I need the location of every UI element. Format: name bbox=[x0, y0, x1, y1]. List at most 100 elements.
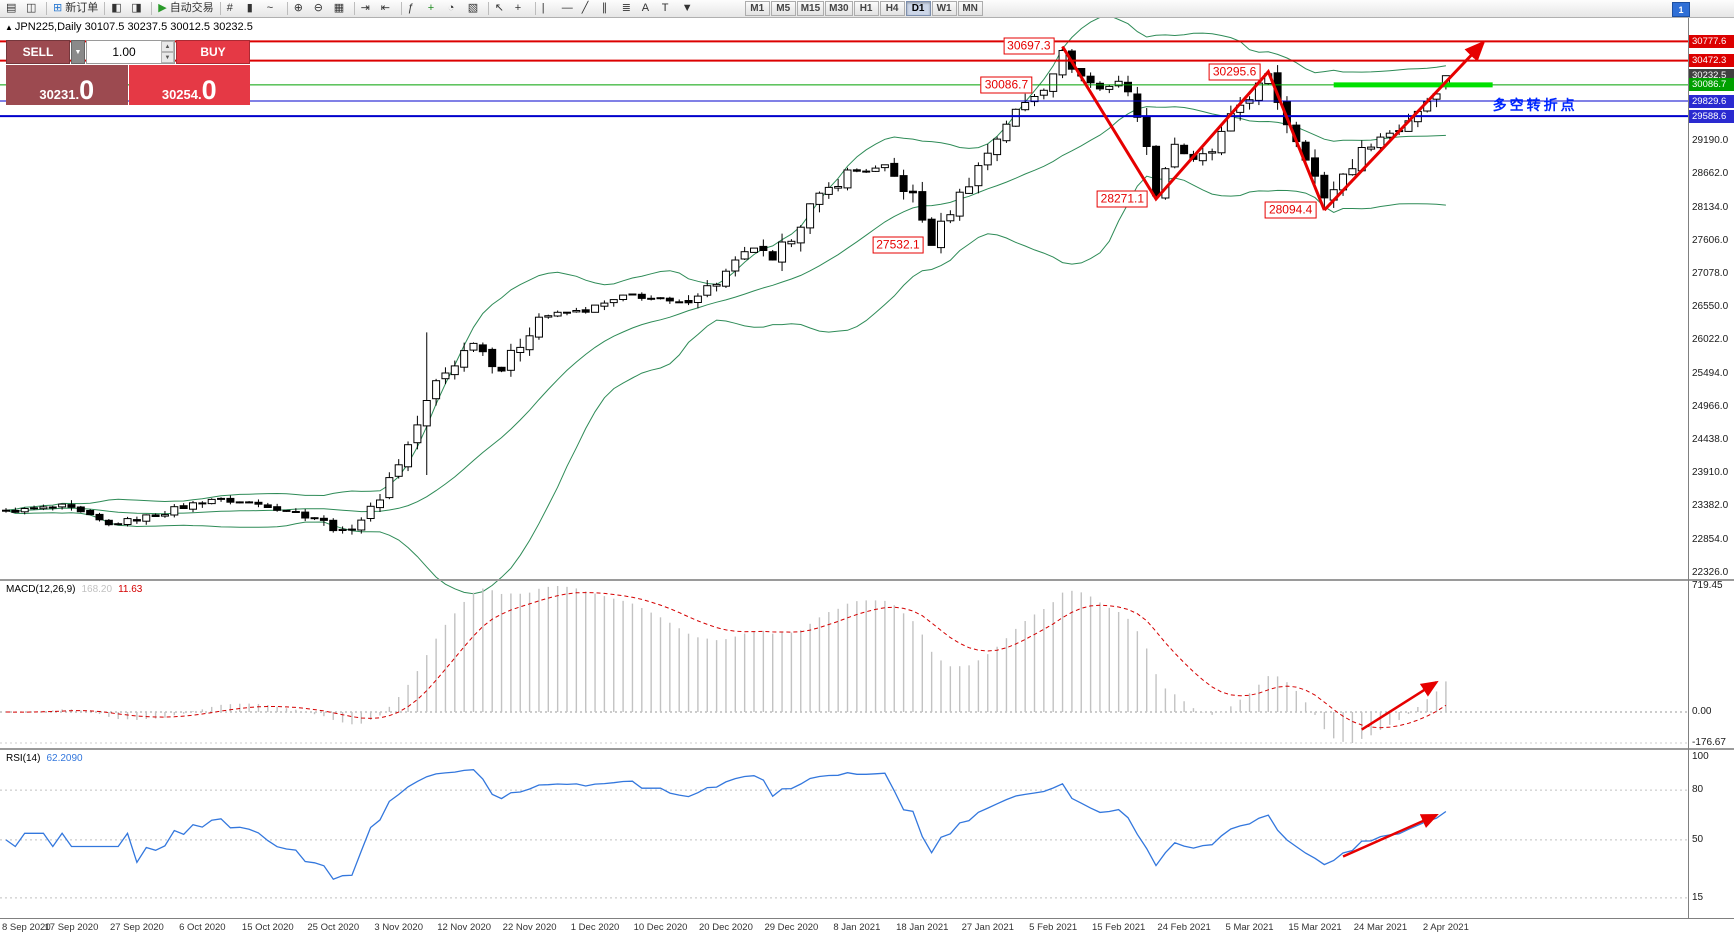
price-axis-label: 28134.0 bbox=[1692, 201, 1729, 213]
navigator-button[interactable]: ◨ bbox=[128, 1, 148, 17]
bull-bear-turning-point-note: 多空转折点 bbox=[1492, 97, 1578, 114]
buy-price-main: 30254. bbox=[161, 87, 202, 102]
price-axis-label: 27078.0 bbox=[1692, 267, 1729, 279]
cursor-button[interactable]: ↖ bbox=[492, 1, 512, 17]
toolbar-separator bbox=[46, 2, 47, 15]
rsi-name: RSI(14) bbox=[6, 753, 41, 764]
text-icon: A bbox=[641, 2, 650, 14]
macd-axis-label: 719.45 bbox=[1692, 580, 1723, 591]
toolbar-separator bbox=[353, 2, 355, 15]
date-axis-label: 15 Feb 2021 bbox=[1091, 922, 1146, 933]
buy-button[interactable]: BUY bbox=[176, 40, 250, 64]
timeframe-m1-button[interactable]: M1 bbox=[744, 1, 770, 16]
chart-symbol-title: ▲ JPN225,Daily 30107.5 30237.5 30012.5 30… bbox=[5, 21, 253, 33]
sell-button[interactable]: SELL bbox=[6, 40, 70, 64]
timeframe-h1-button[interactable]: H1 bbox=[853, 1, 879, 16]
timeframe-m30-button[interactable]: M30 bbox=[825, 1, 853, 16]
toolbar-separator bbox=[104, 2, 106, 15]
volume-decrease-button[interactable]: ▼ bbox=[161, 52, 174, 63]
cursor-icon: ↖ bbox=[494, 2, 504, 14]
crosshair-icon: + bbox=[514, 2, 522, 14]
auto-trading-label: 自动交易 bbox=[169, 2, 214, 14]
notification-badge[interactable]: 1 bbox=[1672, 2, 1690, 17]
line-chart-mode-button[interactable]: ~ bbox=[264, 1, 284, 17]
symbol-arrow-icon: ▲ bbox=[5, 23, 13, 32]
date-axis-label: 17 Sep 2020 bbox=[44, 922, 99, 933]
fibonacci-icon: ≣ bbox=[621, 2, 631, 14]
date-axis-label: 8 Jan 2021 bbox=[833, 922, 881, 933]
new-order-dialog-button[interactable]: ▤ bbox=[3, 1, 23, 17]
price-annotation: 30697.3 bbox=[1003, 37, 1055, 55]
timeframe-d1-button[interactable]: D1 bbox=[905, 1, 931, 16]
toolbar-separator bbox=[487, 2, 489, 15]
buy-price-display[interactable]: 30254. 0 bbox=[128, 65, 250, 105]
market-watch-button[interactable]: ◧ bbox=[108, 1, 128, 17]
text-button[interactable]: A bbox=[639, 1, 659, 17]
zoom-in-icon: ⊕ bbox=[293, 2, 303, 14]
price-annotation: 28094.4 bbox=[1264, 201, 1317, 219]
zoom-in-button[interactable]: ⊕ bbox=[291, 1, 311, 17]
price-axis-label: 24966.0 bbox=[1692, 400, 1729, 412]
price-axis-label: 26022.0 bbox=[1692, 334, 1729, 346]
rsi-axis-label: 15 bbox=[1692, 891, 1704, 903]
price-axis-label: 23910.0 bbox=[1692, 467, 1729, 479]
macd-signal-value: 11.63 bbox=[118, 584, 143, 595]
timeframe-w1-button[interactable]: W1 bbox=[931, 1, 957, 16]
price-axis-marker: 30086.7 bbox=[1689, 78, 1734, 92]
chart-shift-button[interactable]: ⇤ bbox=[378, 1, 398, 17]
add-indicator-button[interactable]: + bbox=[425, 1, 445, 17]
toolbar-separator bbox=[219, 2, 221, 15]
price-axis-marker: 29588.6 bbox=[1689, 109, 1734, 123]
vertical-line-button[interactable]: | bbox=[539, 1, 559, 17]
equidistant-channel-button[interactable]: ∥ bbox=[599, 1, 619, 17]
timeframe-m5-button[interactable]: M5 bbox=[770, 1, 796, 16]
text-label-button[interactable]: T bbox=[659, 1, 679, 17]
navigator-icon: ◨ bbox=[131, 2, 142, 14]
price-axis-label: 22854.0 bbox=[1692, 533, 1729, 545]
candlestick-mode-button[interactable]: ▮ bbox=[244, 1, 264, 17]
period-clock-icon: ◔ bbox=[447, 2, 455, 14]
candlestick-mode-icon: ▮ bbox=[246, 2, 253, 14]
date-axis-label: 25 Oct 2020 bbox=[307, 922, 360, 933]
sell-price-display[interactable]: 30231. 0 bbox=[6, 65, 128, 105]
rsi-axis-label: 100 bbox=[1692, 751, 1709, 762]
chart-window-button[interactable]: ◫ bbox=[23, 1, 43, 17]
price-axis-marker: 30777.6 bbox=[1689, 34, 1734, 48]
new-order-button[interactable]: ⊞ 新订单 bbox=[50, 1, 101, 17]
trendline-button[interactable]: ╱ bbox=[579, 1, 599, 17]
indicators-list-button[interactable]: ƒ bbox=[405, 1, 425, 17]
line-chart-mode-icon: ~ bbox=[266, 2, 274, 14]
auto-scroll-button[interactable]: ⇥ bbox=[358, 1, 378, 17]
date-axis-label: 2 Apr 2021 bbox=[1422, 922, 1469, 933]
rsi-value: 62.2090 bbox=[46, 753, 83, 764]
volume-increase-button[interactable]: ▲ bbox=[161, 41, 174, 52]
toolbar-separator bbox=[286, 2, 288, 15]
date-axis-label: 10 Dec 2020 bbox=[633, 922, 688, 933]
timeframe-mn-button[interactable]: MN bbox=[957, 1, 983, 16]
volume-input[interactable] bbox=[87, 41, 161, 63]
arrow-objects-button[interactable]: ▼ bbox=[679, 1, 699, 17]
auto-trading-button[interactable]: ▶ 自动交易 bbox=[155, 1, 216, 17]
bar-chart-mode-button[interactable]: # bbox=[224, 1, 244, 17]
auto-trading-icon: ▶ bbox=[158, 2, 167, 14]
price-annotation: 28271.1 bbox=[1096, 190, 1149, 208]
tile-windows-icon: ▦ bbox=[333, 2, 345, 14]
symbol-name: JPN225,Daily bbox=[14, 21, 82, 33]
timeframe-m15-button[interactable]: M15 bbox=[796, 1, 825, 16]
date-axis-label: 15 Mar 2021 bbox=[1288, 922, 1342, 933]
volume-dropdown-button[interactable]: ▼ bbox=[71, 40, 85, 64]
pane-separator-main-macd[interactable] bbox=[0, 579, 1734, 581]
crosshair-button[interactable]: + bbox=[512, 1, 532, 17]
date-axis-label: 27 Sep 2020 bbox=[109, 922, 164, 933]
tile-windows-button[interactable]: ▦ bbox=[331, 1, 351, 17]
horizontal-line-button[interactable]: — bbox=[559, 1, 579, 17]
pane-separator-macd-rsi[interactable] bbox=[0, 748, 1734, 750]
zoom-out-button[interactable]: ⊖ bbox=[311, 1, 331, 17]
fibonacci-button[interactable]: ≣ bbox=[619, 1, 639, 17]
timeframe-h4-button[interactable]: H4 bbox=[879, 1, 905, 16]
macd-value: 168.20 bbox=[81, 584, 113, 595]
templates-button[interactable]: ▧ bbox=[465, 1, 485, 17]
date-axis-label: 3 Nov 2020 bbox=[374, 922, 423, 933]
period-clock-button[interactable]: ◔ bbox=[445, 1, 465, 17]
